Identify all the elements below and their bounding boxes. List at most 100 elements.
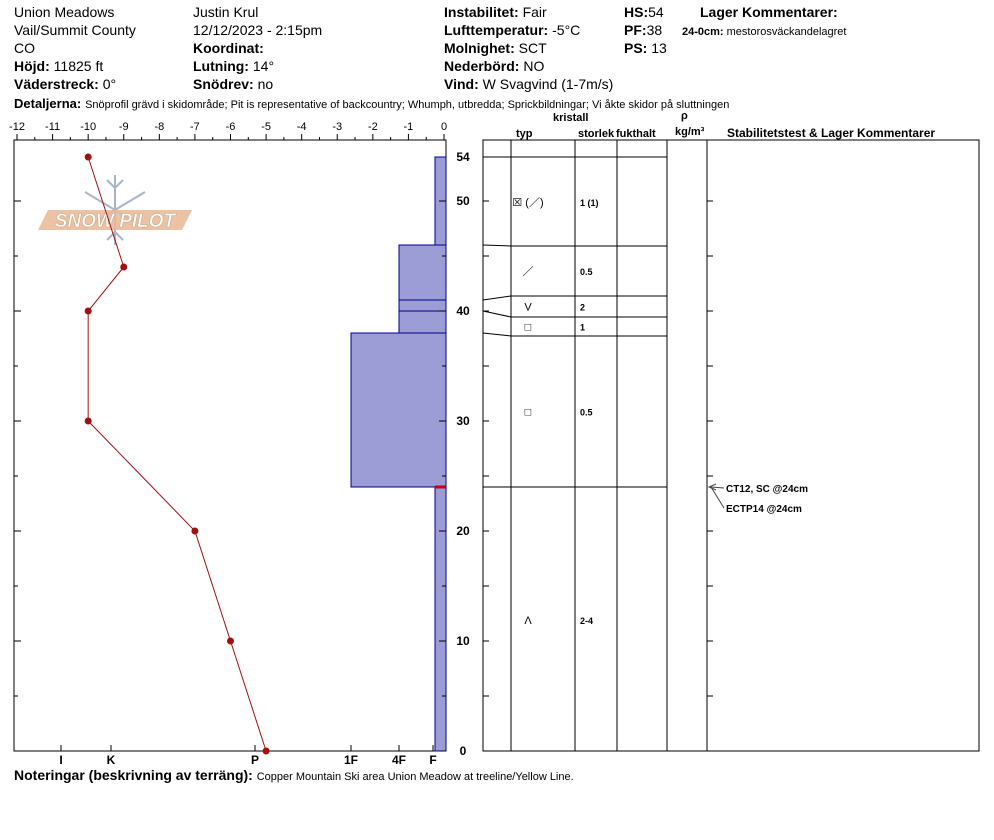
observation-datetime: 12/12/2023 - 2:15pm — [193, 22, 323, 38]
layer-boundary — [482, 332, 667, 337]
depth-tick-label: 20 — [456, 524, 470, 538]
aspect-value: 0° — [102, 76, 117, 92]
temp-tick-label: -3 — [332, 121, 342, 133]
slope-value: 14° — [252, 58, 275, 74]
layer-boundary — [482, 310, 667, 318]
wind-value: W Svagvind (1-7m/s) — [482, 76, 614, 92]
wind: Vind: W Svagvind (1-7m/s) — [444, 76, 613, 92]
hardness-tick-label: F — [429, 753, 436, 767]
slope-label: Lutning: — [193, 58, 249, 74]
coord-label: Koordinat: — [193, 40, 264, 56]
stability-label: Instabilitet: — [444, 4, 519, 20]
state-name: CO — [14, 40, 35, 56]
test-pointer — [710, 486, 725, 509]
layer-boundary — [482, 295, 667, 301]
observer-name: Justin Krul — [193, 4, 259, 20]
temperature-point — [84, 307, 92, 315]
test-arrow-icon — [707, 483, 717, 491]
drift-label: Snödrev: — [193, 76, 254, 92]
sky-cover: Molnighet: SCT — [444, 40, 547, 56]
notes-text: Copper Mountain Ski area Union Meadow at… — [256, 771, 574, 783]
temperature-point — [191, 527, 199, 535]
temp-tick-label: -11 — [45, 121, 60, 133]
ps-value: 13 — [651, 40, 667, 56]
temp-tick-label: -7 — [190, 121, 200, 133]
airtemp-value: -5°C — [552, 22, 581, 38]
header-rho: ρ — [681, 110, 688, 122]
snow-pilot-logo: SNOW PILOT — [38, 175, 192, 245]
wind-label: Vind: — [444, 76, 479, 92]
header-moisture: fukthalt — [616, 128, 656, 140]
temp-tick-label: 0 — [441, 121, 447, 133]
layer-comment-text: mestorosväckandelagret — [726, 26, 847, 38]
depth-tick-label: 0 — [460, 744, 467, 758]
logo-text: SNOW PILOT — [55, 211, 177, 232]
temp-tick-label: -12 — [9, 121, 25, 133]
precip-label: Nederbörd: — [444, 58, 520, 74]
sky-value: SCT — [518, 40, 547, 56]
hardness-tick-label: P — [251, 753, 259, 767]
temperature-point — [262, 747, 270, 755]
ps-label: PS: — [624, 40, 648, 56]
depth-tick-label: 54 — [456, 150, 470, 164]
layer-comments-label: Lager Kommentarer: — [700, 4, 838, 20]
pf-label: PF: — [624, 22, 647, 38]
header-crystal: kristall — [553, 112, 589, 124]
grain-size: 2-4 — [580, 616, 593, 626]
drift-value: no — [257, 76, 274, 92]
temperature-point — [84, 417, 92, 425]
header-size: storlek — [578, 128, 615, 140]
stability-test: ECTP14 @24cm — [726, 504, 802, 515]
elevation-value: 11825 ft — [53, 58, 104, 74]
ps: PS: 13 — [624, 40, 667, 56]
notes: Noteringar (beskrivning av terräng): Cop… — [14, 767, 574, 785]
grain-size: 1 — [580, 323, 585, 333]
pf: PF:38 — [624, 22, 662, 38]
temp-tick-label: -4 — [297, 121, 307, 133]
coordinates: Koordinat: — [193, 40, 264, 56]
grain-size: 0.5 — [580, 408, 593, 418]
hardness-tick-label: K — [107, 753, 116, 767]
header-type: typ — [516, 128, 533, 140]
drift: Snödrev: no — [193, 76, 273, 92]
logo-banner — [38, 210, 192, 230]
hardness-tick-label: 4F — [392, 753, 406, 767]
temp-tick-label: -8 — [154, 121, 164, 133]
temp-tick-label: -2 — [368, 121, 378, 133]
elevation-label: Höjd: — [14, 58, 50, 74]
grain-type: Λ — [524, 615, 532, 627]
grain-type: ／ — [523, 265, 534, 278]
county-name: Vail/Summit County — [14, 22, 136, 38]
slope: Lutning: 14° — [193, 58, 274, 74]
depth-tick-label: 30 — [456, 414, 470, 428]
stability-value: Fair — [522, 4, 547, 20]
layer-comment-range: 24-0cm: — [682, 26, 724, 38]
temp-tick-label: -10 — [80, 121, 96, 133]
hardness-bar — [398, 244, 447, 334]
hardness-tick-label: I — [59, 753, 62, 767]
airtemp-label: Lufttemperatur: — [444, 22, 549, 38]
hs-value: 54 — [648, 4, 664, 20]
hs-label: HS: — [624, 4, 649, 20]
hs: HS:54 — [624, 4, 664, 20]
header-tests: Stabilitetstest & Lager Kommentarer — [727, 126, 936, 140]
stability: Instabilitet: Fair — [444, 4, 547, 20]
temperature-point — [227, 637, 234, 645]
details-label: Detaljerna: — [14, 96, 82, 111]
grain-size: 0.5 — [580, 267, 593, 277]
layer-table-frame — [482, 139, 980, 752]
aspect-label: Väderstreck: — [14, 76, 99, 92]
grain-type: □ — [525, 322, 532, 334]
sky-label: Molnighet: — [444, 40, 515, 56]
depth-tick-label: 10 — [456, 634, 470, 648]
grain-size: 1 (1) — [580, 198, 599, 208]
stability-test: CT12, SC @24cm — [726, 484, 808, 495]
temperature-point — [84, 153, 92, 161]
precipitation: Nederbörd: NO — [444, 58, 544, 74]
hardness-bar — [434, 486, 447, 752]
details-text: Snöprofil grävd i skidområde; Pit is rep… — [85, 99, 730, 111]
grain-size: 2 — [580, 303, 585, 313]
temp-tick-label: -1 — [404, 121, 414, 133]
hardness-bar — [350, 332, 447, 488]
